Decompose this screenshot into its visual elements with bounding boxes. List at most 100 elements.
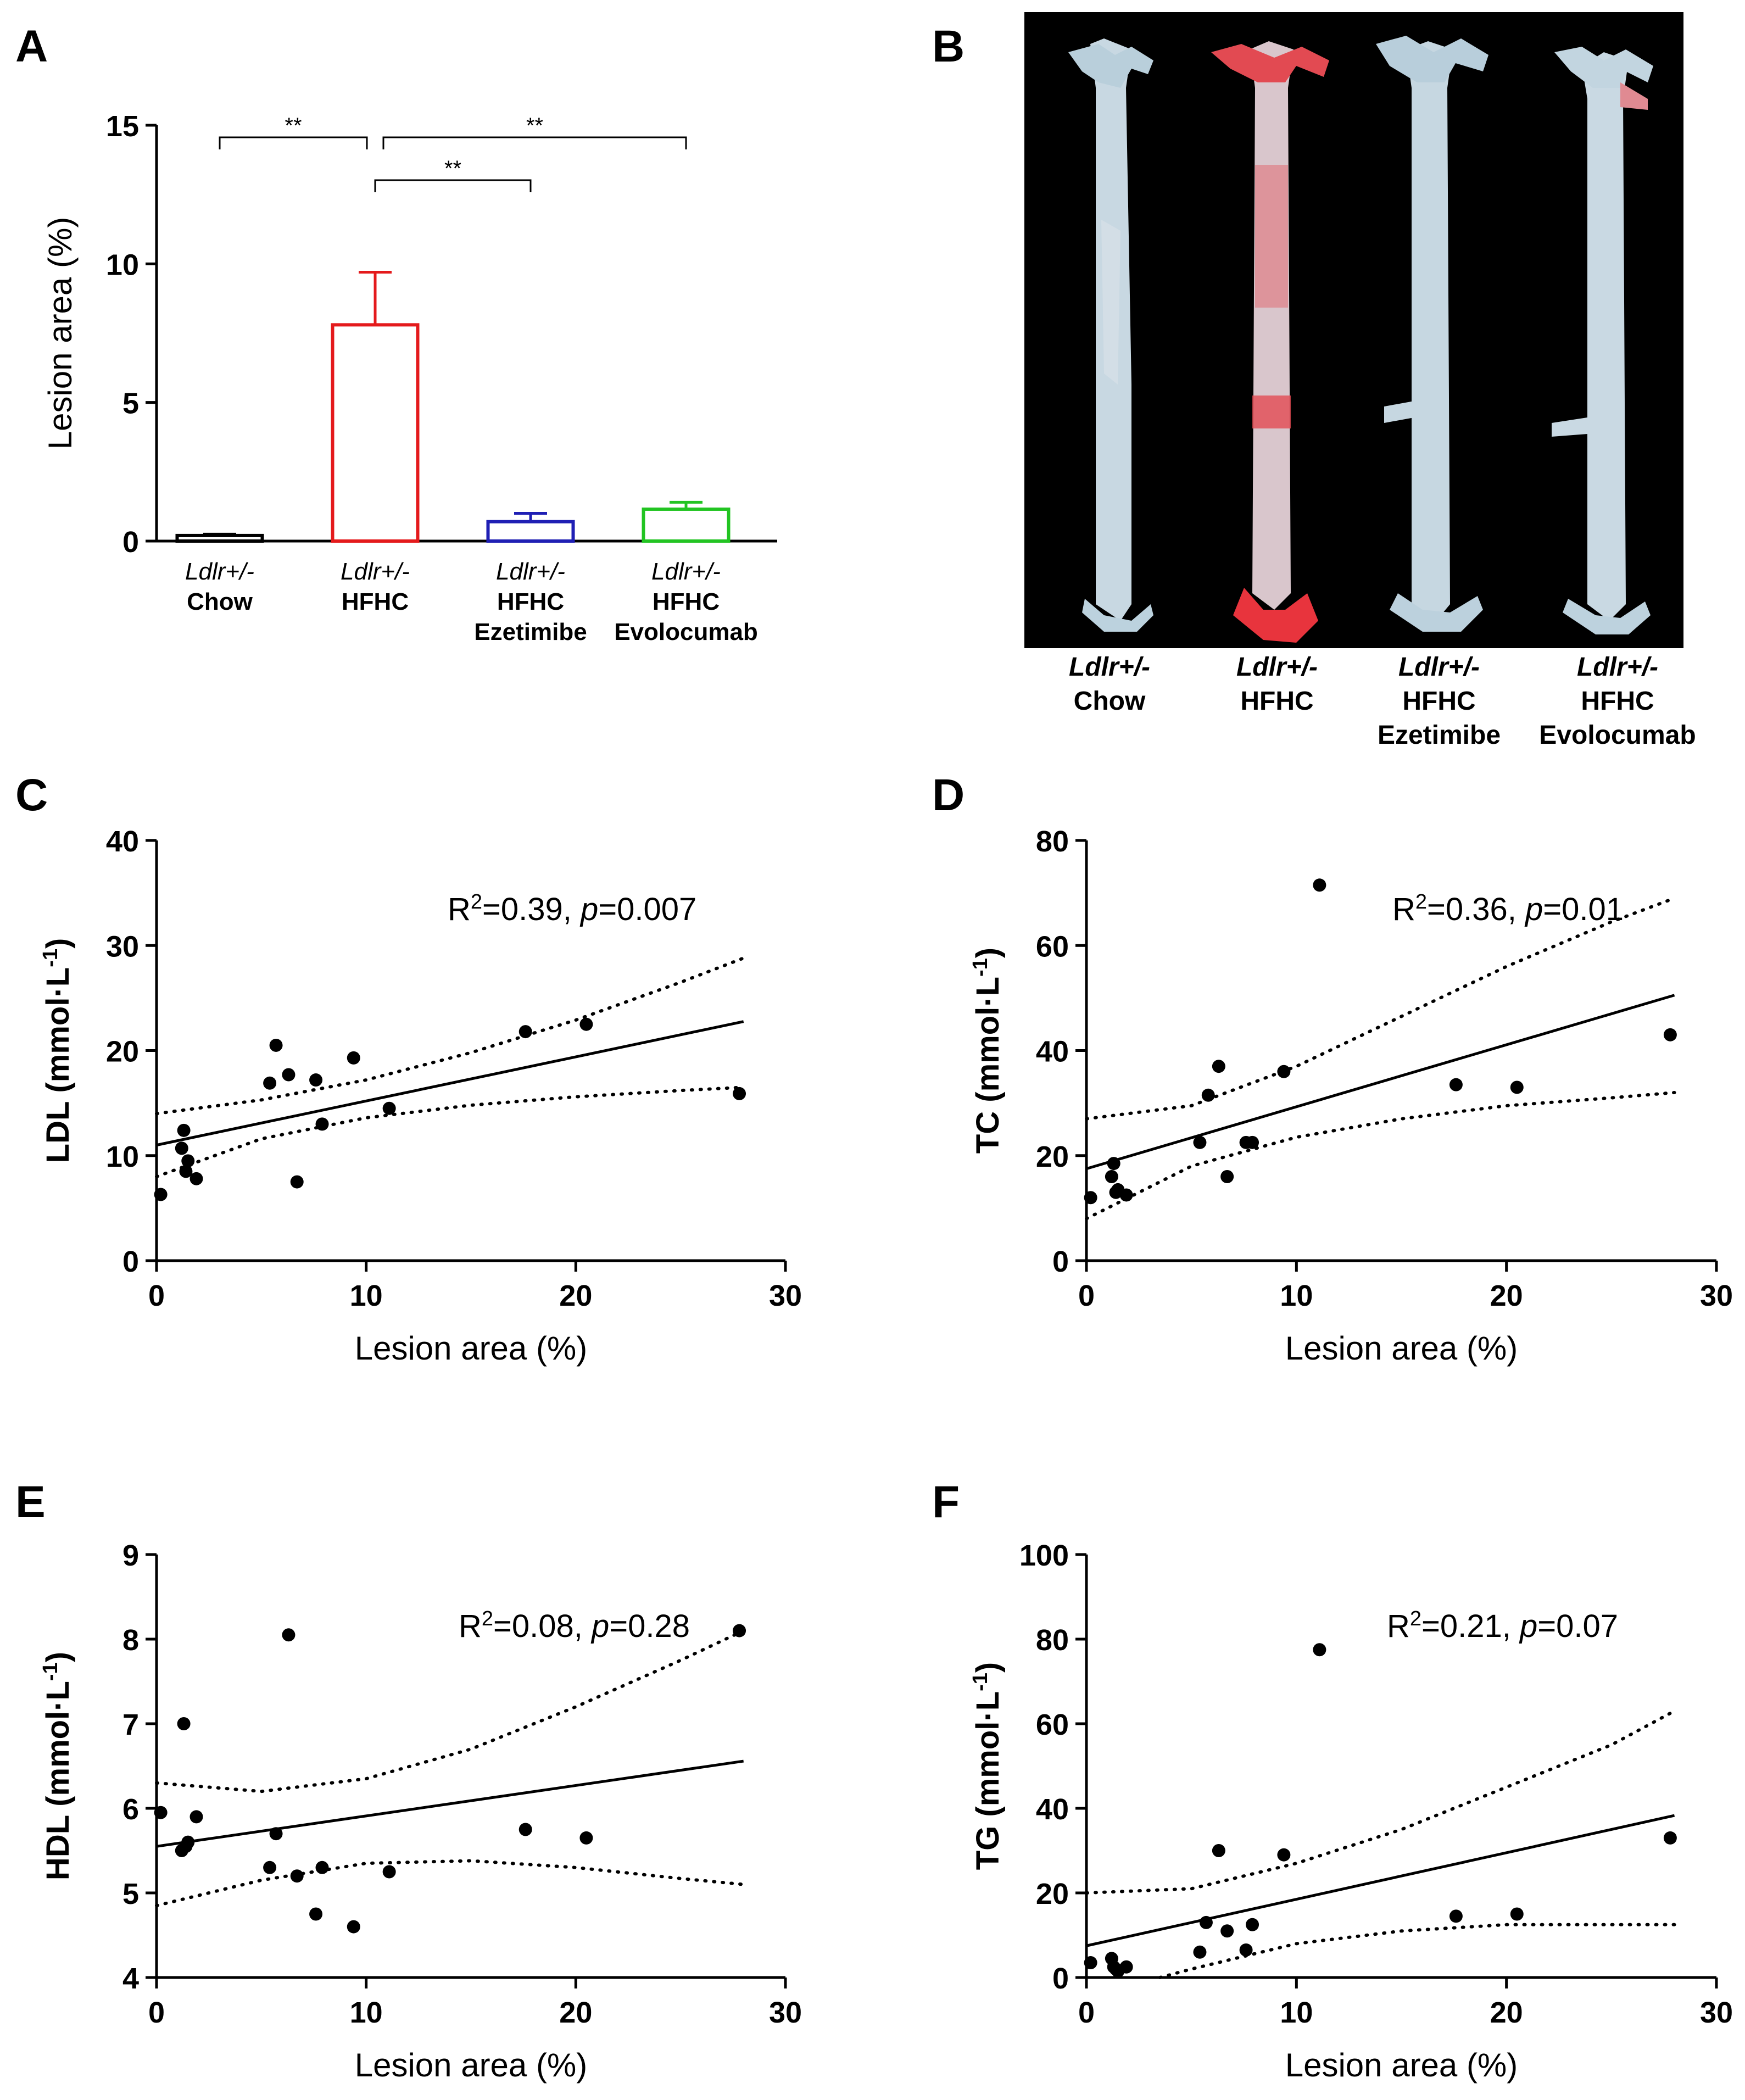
stats-annotation: R2=0.21, p=0.07 bbox=[1387, 1607, 1618, 1644]
y-axis-label-superscript: -1 bbox=[969, 958, 992, 977]
y-tick-label: 5 bbox=[122, 387, 139, 420]
y-tick-label: 5 bbox=[122, 1878, 139, 1910]
bar bbox=[486, 520, 575, 543]
data-point bbox=[1220, 1924, 1234, 1938]
data-point bbox=[579, 1831, 593, 1845]
bar bbox=[642, 507, 731, 543]
significance-label: ** bbox=[285, 114, 302, 138]
y-axis-label-end: ) bbox=[40, 938, 76, 949]
x-tick-label: 0 bbox=[148, 1279, 165, 1312]
y-tick-label: 0 bbox=[122, 1245, 139, 1278]
data-point bbox=[519, 1025, 532, 1039]
panel-c-ldl-scatter: 0 10 20 30 40 0 10 20 30 Lesion area (%) LDL (mmol… bbox=[39, 825, 802, 1367]
panel-letter-d: D bbox=[932, 770, 965, 820]
data-point bbox=[1277, 1848, 1291, 1862]
panel-letter-a: A bbox=[15, 21, 48, 71]
aorta-image-hfhc-ezetimibe bbox=[1376, 36, 1488, 632]
data-point bbox=[309, 1073, 323, 1087]
y-tick-label: 4 bbox=[122, 1962, 139, 1995]
x-tick-label: 20 bbox=[559, 1996, 592, 2029]
data-point bbox=[181, 1154, 195, 1168]
stats-annotation: R2=0.36, p=0.01 bbox=[1392, 890, 1624, 927]
stats-p-symbol: p bbox=[1519, 1608, 1537, 1644]
data-point bbox=[315, 1861, 329, 1874]
x-tick-label: 30 bbox=[1700, 1996, 1733, 2029]
panel-f-tg-scatter: 0 20 40 60 80 100 0 10 20 30 Lesion area (%) TG (mm… bbox=[969, 1539, 1733, 2084]
y-tick-label: 10 bbox=[106, 248, 139, 281]
x-tick-label: 10 bbox=[350, 1996, 383, 2029]
x-tick-label: 10 bbox=[1280, 1279, 1313, 1312]
photo-group-label-line-1: Chow bbox=[1074, 687, 1146, 716]
panel-e-hdl-scatter: 4 5 6 7 8 9 0 10 20 30 Lesion area (%) HDL (mmol·L-… bbox=[39, 1539, 802, 2084]
data-point bbox=[1199, 1915, 1213, 1929]
stats-p-symbol: p bbox=[579, 892, 598, 927]
y-axis-label-end: ) bbox=[970, 1662, 1006, 1673]
x-tick-label: 10 bbox=[1280, 1996, 1313, 2029]
stats-r-superscript: 2 bbox=[1410, 1607, 1421, 1630]
data-point bbox=[1105, 1170, 1118, 1183]
y-tick-label: 0 bbox=[1052, 1962, 1069, 1995]
stats-p-symbol: p bbox=[590, 1608, 609, 1644]
stats-r: R bbox=[1387, 1608, 1410, 1644]
panel-b-labels: Ldlr+/- Chow Ldlr+/- HFHC Ldlr+/- HFHC Ezetimi… bbox=[1069, 653, 1696, 750]
stats-p-symbol: p bbox=[1524, 892, 1543, 927]
y-tick-label: 6 bbox=[122, 1793, 139, 1826]
x-category-label-line-1: HFHC bbox=[653, 588, 720, 615]
panel-d-tc-scatter: 0 20 40 60 80 0 10 20 30 Lesion area (%) TC (mmol·… bbox=[969, 825, 1733, 1367]
data-point bbox=[733, 1624, 746, 1637]
stats-r2-value: =0.08, bbox=[493, 1608, 592, 1644]
x-tick-label: 20 bbox=[1490, 1279, 1523, 1312]
data-point bbox=[1277, 1065, 1291, 1078]
x-tick-label: 20 bbox=[1490, 1996, 1523, 2029]
data-point bbox=[1212, 1844, 1225, 1857]
data-point bbox=[189, 1172, 203, 1185]
data-point bbox=[290, 1869, 304, 1883]
x-category-label-genotype: Ldlr+/- bbox=[185, 558, 254, 585]
x-category-label-genotype: Ldlr+/- bbox=[651, 558, 721, 585]
confidence-band-lower bbox=[1085, 1091, 1676, 1221]
data-point bbox=[347, 1051, 360, 1065]
data-point bbox=[1220, 1170, 1234, 1183]
y-tick-label: 9 bbox=[122, 1539, 139, 1572]
bar bbox=[175, 533, 264, 543]
y-tick-label: 80 bbox=[1036, 825, 1069, 858]
data-point bbox=[269, 1827, 283, 1841]
stats-r: R bbox=[448, 892, 471, 927]
x-tick-label: 0 bbox=[1078, 1996, 1095, 2029]
panel-b-aorta-photo bbox=[1024, 12, 1683, 648]
y-axis-label: LDL (mmol·L-1) bbox=[39, 938, 76, 1163]
y-tick-label: 15 bbox=[106, 110, 139, 143]
y-axis-label-superscript: -1 bbox=[39, 1662, 62, 1681]
y-tick-label: 0 bbox=[122, 526, 139, 559]
data-point bbox=[733, 1087, 746, 1100]
data-point bbox=[282, 1628, 296, 1642]
x-axis-label: Lesion area (%) bbox=[1285, 2047, 1518, 2084]
y-tick-label: 20 bbox=[106, 1035, 139, 1068]
data-point bbox=[154, 1188, 168, 1201]
significance-label: ** bbox=[444, 157, 461, 181]
y-tick-label: 10 bbox=[106, 1140, 139, 1173]
significance-bracket bbox=[382, 136, 687, 149]
data-point bbox=[315, 1117, 329, 1131]
x-tick-label: 30 bbox=[769, 1279, 802, 1312]
aorta-image-chow bbox=[1068, 38, 1153, 632]
panel-a-bar-chart: 0 5 10 15 Lesion area (%) Ldlr+/- Chow Ldlr+/- H… bbox=[42, 110, 777, 645]
panel-letter-e: E bbox=[15, 1477, 46, 1527]
stats-r2-value: =0.39, bbox=[482, 892, 581, 927]
x-axis-label: Lesion area (%) bbox=[355, 1330, 588, 1367]
x-category-label-genotype: Ldlr+/- bbox=[341, 558, 410, 585]
photo-background bbox=[1024, 12, 1683, 648]
y-tick-label: 60 bbox=[1036, 930, 1069, 963]
stats-r-superscript: 2 bbox=[471, 890, 482, 913]
data-point bbox=[282, 1068, 296, 1082]
aorta-image-hfhc bbox=[1211, 41, 1329, 643]
data-point bbox=[263, 1076, 277, 1090]
x-tick-label: 10 bbox=[350, 1279, 383, 1312]
y-axis-label-text: TC (mmol·L bbox=[970, 977, 1006, 1154]
y-axis-label: Lesion area (%) bbox=[42, 217, 79, 450]
y-axis-label-text: HDL (mmol·L bbox=[40, 1681, 76, 1880]
stats-annotation: R2=0.08, p=0.28 bbox=[459, 1607, 690, 1644]
confidence-band-upper bbox=[155, 956, 745, 1116]
data-point bbox=[347, 1920, 360, 1934]
y-axis-label-end: ) bbox=[40, 1652, 76, 1662]
